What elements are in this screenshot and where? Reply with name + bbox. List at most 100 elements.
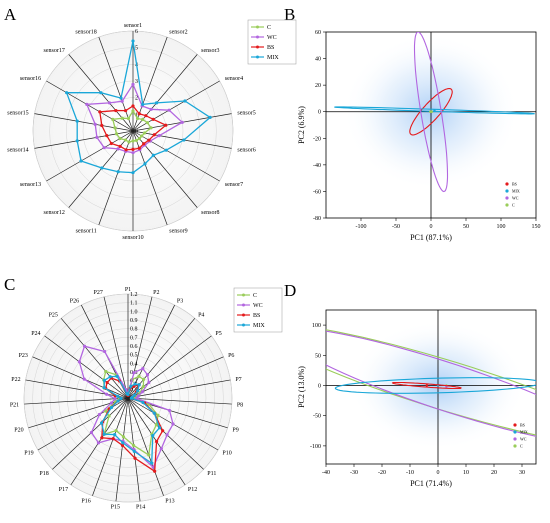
radar-tick-label: 0.6: [130, 344, 138, 350]
legend-marker-mix: [242, 323, 245, 327]
radar-axis-label: P10: [222, 451, 231, 457]
legend-marker-bs: [242, 313, 245, 317]
radar-point-bs: [98, 110, 102, 114]
radar-point-mix: [143, 162, 147, 166]
radar-axis-label: P9: [232, 427, 238, 433]
radar-point-wc: [120, 99, 124, 103]
radar-spoke: [127, 304, 175, 399]
radar-spoke: [127, 356, 224, 399]
radar-point-wc: [113, 397, 117, 401]
legend-label-wc: WC: [520, 437, 527, 442]
radar-spoke: [98, 36, 134, 132]
radar-axis-label: P24: [31, 331, 40, 337]
legend-label-bs: BS: [512, 182, 517, 187]
radar-point-bs: [109, 141, 113, 146]
radar-point-wc: [82, 377, 86, 381]
radar-point-mix: [100, 166, 104, 170]
radar-point-bs: [124, 148, 128, 152]
legend-marker-wc: [242, 303, 245, 307]
radar-point-c: [120, 116, 124, 120]
legend-marker-wc: [256, 35, 259, 39]
radar-point-mix: [182, 138, 186, 142]
radar-point-mix: [157, 426, 162, 430]
radar-point-wc: [136, 394, 140, 398]
radar-axis-label: P8: [237, 402, 243, 408]
radar-point-wc: [180, 120, 184, 124]
radar-axis-label: P1: [125, 287, 131, 293]
legend-marker-c: [505, 203, 509, 207]
radar-axis-label: P26: [70, 299, 79, 305]
legend-label-mix: MIX: [512, 189, 520, 194]
panel-letter-a: A: [4, 5, 17, 24]
radar-point-mix: [116, 394, 120, 398]
x-tick-label: 20: [491, 470, 497, 476]
legend-label-bs: BS: [253, 313, 260, 319]
radar-spoke: [115, 397, 129, 502]
radar-point-c: [145, 121, 150, 125]
group-centroid-c: [429, 110, 433, 113]
radar-spoke: [127, 397, 164, 496]
radar-point-bs: [137, 112, 141, 116]
radar-point-bs: [137, 146, 141, 150]
y-tick-label: 0: [318, 110, 321, 116]
radar-spoke: [46, 130, 134, 182]
radar-point-c: [111, 117, 115, 121]
radar-point-mix: [141, 400, 145, 405]
radar-point-c: [126, 116, 131, 121]
radar-spoke: [103, 296, 129, 399]
y-axis-label: PC2 (6.9%): [297, 106, 306, 144]
plot-frame: [325, 309, 537, 465]
radar-axis-label: P14: [136, 504, 145, 510]
radar-axis-label: P18: [39, 471, 48, 477]
radar-point-mix: [113, 433, 117, 437]
radar-spoke: [24, 397, 129, 405]
pca-chart-b: -100 -50 0 50 100 150 -80 -60 -40 -20 0 20 40 60 PC1 (…: [297, 30, 541, 242]
radar-axis-label: sensor8: [201, 210, 219, 216]
radar-point-mix: [152, 411, 156, 415]
radar-point-bs: [111, 437, 115, 441]
y-tick-label: -60: [313, 189, 321, 195]
radar-axis-label: P4: [198, 313, 204, 319]
radar-point-mix: [109, 405, 114, 410]
radar-point-mix: [119, 96, 123, 100]
radar-axis-label: P21: [10, 402, 19, 408]
x-tick-label: 150: [532, 224, 541, 230]
radar-point-mix: [131, 171, 135, 175]
radar-axis-label: sensor11: [76, 229, 97, 235]
radar-point-c: [114, 428, 118, 433]
y-tick-label: 60: [315, 30, 321, 36]
legend-label-c: C: [253, 293, 257, 299]
radar-point-mix: [137, 383, 141, 387]
y-tick-label: 0: [318, 383, 321, 389]
radar-axis-label: sensor12: [44, 210, 65, 216]
radar-point-bs: [105, 380, 109, 385]
panel-letter-d: D: [284, 281, 296, 300]
radar-point-c: [131, 443, 136, 447]
radar-point-c: [113, 126, 117, 130]
radar-spoke: [25, 379, 129, 399]
radar-point-c: [134, 138, 139, 142]
radar-axis-label: sensor4: [225, 76, 243, 82]
x-tick-label: 50: [463, 224, 469, 230]
radar-point-bs: [105, 134, 109, 138]
radar-axis-label: sensor17: [44, 48, 65, 54]
radar-chart-a: sensor1 sensor2 sensor3 sensor4 sensor5 senso…: [7, 19, 297, 241]
legend-marker-bs: [256, 45, 259, 49]
radar-point-wc: [85, 102, 89, 106]
radar-point-wc: [159, 447, 163, 451]
radar-point-bs: [151, 117, 155, 121]
x-tick-label: 100: [497, 224, 506, 230]
radar-tick-label: 1.0: [130, 309, 138, 315]
radar-point-mix: [115, 374, 119, 378]
radar-point-c: [141, 117, 145, 122]
x-tick-label: -10: [406, 470, 414, 476]
radar-tick-label: 6: [135, 29, 138, 35]
radar-axis-label: P17: [59, 487, 68, 493]
radar-point-mix: [208, 115, 212, 119]
radar-point-wc: [157, 134, 161, 138]
radar-tick-label: 1: [135, 112, 138, 118]
radar-tick-label: 1.2: [130, 292, 138, 298]
panel-letter-c: C: [4, 275, 15, 294]
